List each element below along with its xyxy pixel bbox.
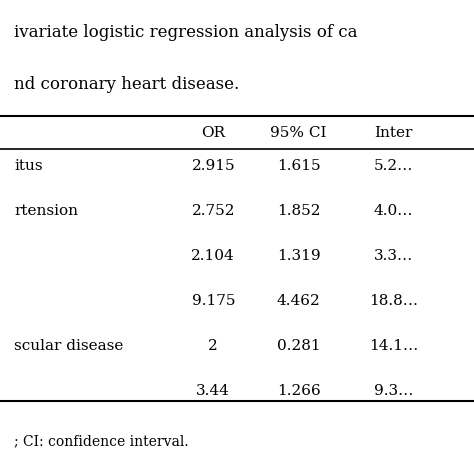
Text: 4.0…: 4.0… bbox=[374, 204, 413, 218]
Text: 1.852: 1.852 bbox=[277, 204, 320, 218]
Text: 1.266: 1.266 bbox=[277, 384, 320, 398]
Text: scular disease: scular disease bbox=[14, 339, 124, 353]
Text: 3.3…: 3.3… bbox=[374, 249, 413, 263]
Text: 9.175: 9.175 bbox=[191, 294, 235, 308]
Text: 2.104: 2.104 bbox=[191, 249, 235, 263]
Text: 9.3…: 9.3… bbox=[374, 384, 413, 398]
Text: 4.462: 4.462 bbox=[277, 294, 320, 308]
Text: OR: OR bbox=[201, 126, 225, 140]
Text: 2.915: 2.915 bbox=[191, 159, 235, 173]
Text: Inter: Inter bbox=[374, 126, 412, 140]
Text: rtension: rtension bbox=[14, 204, 78, 218]
Text: 14.1…: 14.1… bbox=[369, 339, 418, 353]
Text: 95% CI: 95% CI bbox=[270, 126, 327, 140]
Text: 2: 2 bbox=[209, 339, 218, 353]
Text: 1.615: 1.615 bbox=[277, 159, 320, 173]
Text: 5.2…: 5.2… bbox=[374, 159, 413, 173]
Text: ; CI: confidence interval.: ; CI: confidence interval. bbox=[14, 434, 189, 448]
Text: nd coronary heart disease.: nd coronary heart disease. bbox=[14, 76, 239, 93]
Text: itus: itus bbox=[14, 159, 43, 173]
Text: 1.319: 1.319 bbox=[277, 249, 320, 263]
Text: 2.752: 2.752 bbox=[191, 204, 235, 218]
Text: 3.44: 3.44 bbox=[196, 384, 230, 398]
Text: ivariate logistic regression analysis of ca: ivariate logistic regression analysis of… bbox=[14, 24, 358, 41]
Text: 0.281: 0.281 bbox=[277, 339, 320, 353]
Text: 18.8…: 18.8… bbox=[369, 294, 418, 308]
